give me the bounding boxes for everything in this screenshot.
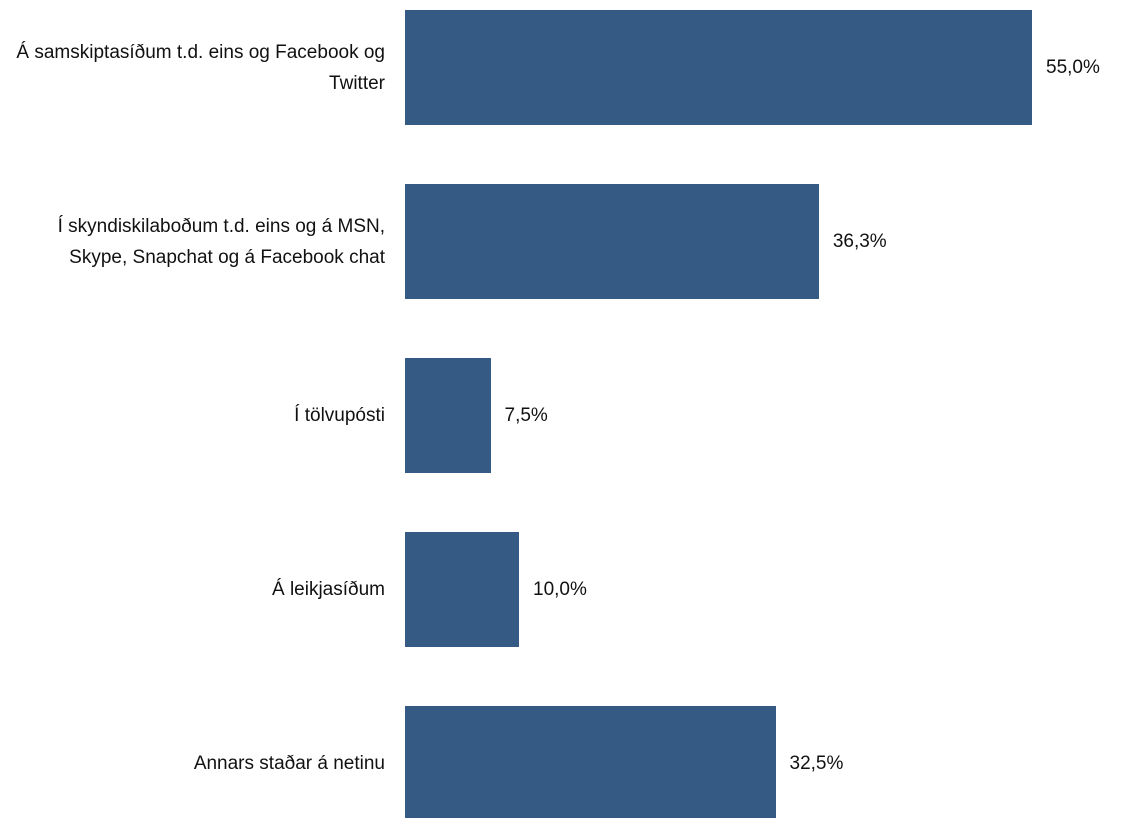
category-label: Á samskiptasíðum t.d. eins og Facebook o… bbox=[16, 41, 385, 94]
value-label: 36,3% bbox=[832, 230, 887, 252]
bar bbox=[405, 358, 491, 473]
value-label: 32,5% bbox=[789, 752, 844, 774]
bar bbox=[405, 10, 1032, 125]
bar bbox=[405, 532, 519, 647]
bar bbox=[405, 706, 776, 818]
value-label: 10,0% bbox=[533, 578, 587, 600]
value-label: 55,0% bbox=[1046, 56, 1100, 78]
category-label: Annars staðar á netinu bbox=[193, 753, 385, 774]
bar bbox=[405, 184, 819, 299]
category-label: Í tölvupósti bbox=[294, 405, 385, 426]
category-label: Í skyndiskilaboðum t.d. eins og á MSN, S… bbox=[57, 215, 385, 268]
value-label: 7,5% bbox=[504, 404, 548, 426]
category-label: Á leikjasíðum bbox=[272, 579, 385, 600]
